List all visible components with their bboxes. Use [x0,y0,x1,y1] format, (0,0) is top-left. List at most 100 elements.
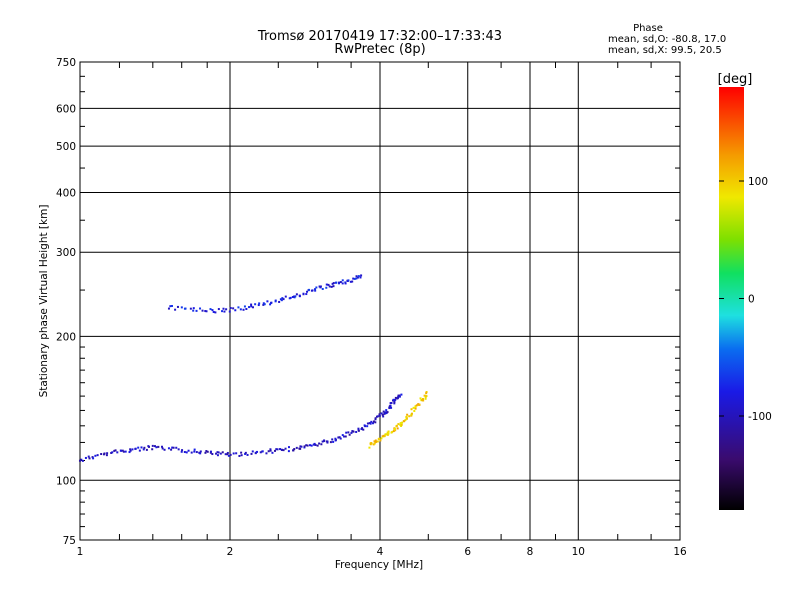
echo-point [335,281,338,284]
echo-point [217,451,220,454]
echo-point [183,450,186,453]
echo-point [256,450,259,453]
echo-point [281,297,284,300]
colorbar-tick-label: 0 [748,294,755,306]
echo-point [161,447,164,450]
echo-point [321,288,324,291]
echo-point [357,429,360,432]
echo-point [337,436,340,439]
echo-point [306,444,309,447]
echo-point [326,440,329,443]
echo-point [258,302,261,305]
echo-point [341,434,344,437]
echo-point [389,405,392,408]
echo-point [212,310,215,313]
echo-point [266,300,269,303]
y-axis-label: Stationary phase Virtual Height [km] [38,205,50,398]
echo-point [331,438,334,441]
echo-point [319,285,322,288]
echo-point [413,409,416,412]
echo-point [385,433,388,436]
echo-point [78,459,81,462]
echo-point [223,310,226,313]
echo-point [294,295,297,298]
echo-point [347,279,350,282]
echo-point [383,411,386,414]
x-axis-label: Frequency [MHz] [335,559,423,571]
echo-point [292,449,295,452]
echo-point [401,421,404,424]
echo-point [295,293,298,296]
echo-point [315,286,318,289]
echo-point [232,452,235,455]
echo-point [314,288,317,291]
echo-point [206,450,209,453]
echo-point [287,450,290,453]
echo-point [271,451,274,454]
echo-point [359,276,362,279]
echo-point [425,392,428,395]
echo-point [282,449,285,452]
echo-point [355,430,358,433]
echo-point [352,277,355,280]
echo-point [215,452,218,455]
echo-point [80,458,83,461]
echo-point [339,437,342,440]
echo-point [250,303,253,306]
echo-point [199,307,202,310]
echo-point [175,446,178,449]
echo-point [190,451,193,454]
echo-point [378,414,381,417]
echo-point [366,425,369,428]
echo-point [303,445,306,448]
echo-point [406,413,409,416]
echo-point [424,396,427,399]
echo-point [371,422,374,425]
echo-point [269,303,272,306]
echo-point [380,412,383,415]
echo-point [305,444,308,447]
echo-point [289,296,292,299]
echo-point [280,448,283,451]
echo-point [400,393,403,396]
echo-point [351,280,354,283]
chart-subtitle: RwPretec (8p) [334,42,425,57]
echo-point [187,449,190,452]
echo-point [94,454,97,457]
echo-point [116,451,119,454]
echo-point [110,451,113,454]
echo-point [199,452,202,455]
echo-point [209,451,212,454]
echo-point [251,450,254,453]
echo-point [195,451,198,454]
echo-point [425,390,428,393]
echo-point [131,448,134,451]
minor-ticks [80,62,680,540]
echo-point [246,453,249,456]
echo-point [394,398,397,401]
echo-point [424,397,427,400]
echo-point [209,450,212,453]
echo-point [114,449,117,452]
echo-point [243,305,246,308]
echo-point [350,431,353,434]
echo-point [331,282,334,285]
echo-point [299,445,302,448]
echo-point [269,449,272,452]
echo-point [361,427,364,430]
echo-point [122,450,125,453]
echo-point [224,453,227,456]
echo-point [302,292,305,295]
echo-point [395,424,398,427]
echo-point [121,449,124,452]
echo-point [111,451,114,454]
echo-point [378,413,381,416]
y-tick-label: 75 [63,535,76,547]
y-tick-label: 200 [56,331,76,343]
echo-point [170,304,173,307]
echo-point [372,420,375,423]
echo-point [298,294,301,297]
x-tick-label: 16 [673,546,687,558]
echo-point [314,443,317,446]
echo-point [421,398,424,401]
